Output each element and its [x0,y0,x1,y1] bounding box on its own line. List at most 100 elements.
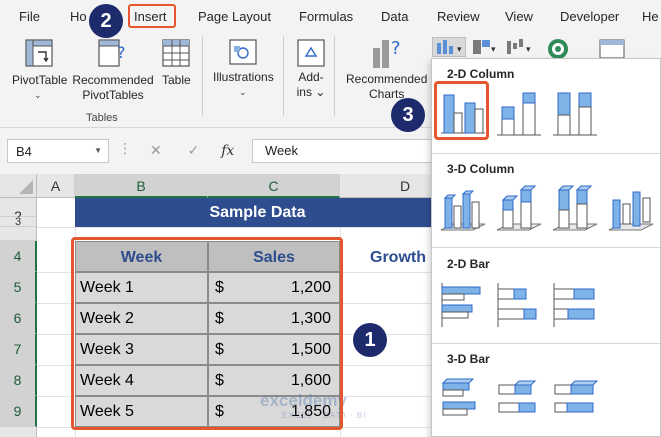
maps-globe-icon[interactable] [545,36,571,62]
select-all-corner[interactable] [0,174,37,198]
row-header-4[interactable]: 4 [0,241,37,272]
column-chart-dropdown-icon[interactable]: ▾ [432,37,466,57]
section-divider [432,247,660,248]
step-badge-1: 1 [353,323,387,357]
currency-symbol: $ [215,279,224,296]
section-3d-bar: 3-D Bar [447,352,490,366]
recommended-charts-label[interactable]: Recommended Charts [346,72,427,102]
3d-100-percent-stacked-bar-icon[interactable] [551,375,599,423]
3d-stacked-column-icon[interactable] [495,184,543,232]
chevron-down-icon[interactable]: ⌄ [239,87,247,97]
cancel-icon[interactable]: ✕ [150,142,162,158]
menu-formulas[interactable]: Formulas [299,9,354,24]
recommended-pivottables-icon[interactable]: ? [97,38,127,68]
drag-handle-icon[interactable]: ⋮ [118,140,132,156]
name-box-value: B4 [16,144,32,159]
table-label[interactable]: Table [162,73,191,87]
cell-sales[interactable]: $1,600 [208,365,340,396]
100-percent-stacked-column-icon[interactable] [551,89,599,137]
3d-clustered-bar-icon[interactable] [439,375,487,423]
sales-amount: 1,300 [290,310,331,327]
recommended-pivottables-label[interactable]: Recommended PivotTables [71,73,155,103]
pivottable-icon[interactable] [24,38,54,68]
currency-symbol: $ [215,341,224,358]
chevron-down-icon[interactable]: ⌄ [34,90,42,100]
name-box[interactable]: B4 ▼ [7,139,109,163]
ribbon-separator [334,36,335,116]
header-sales[interactable]: Sales [208,241,340,272]
cell-week[interactable]: Week 1 [75,272,208,303]
recommended-charts-line1: Recommended [346,72,428,86]
header-week[interactable]: Week [75,241,208,272]
column-header-b[interactable]: B [75,174,208,198]
clustered-bar-icon[interactable] [439,281,487,329]
cell-week[interactable]: Week 3 [75,334,208,365]
menu-file[interactable]: File [19,9,40,24]
chevron-down-icon[interactable]: ▼ [94,146,102,155]
illustrations-label[interactable]: Illustrations [213,70,274,84]
row-header-8[interactable]: 8 [0,365,37,396]
watermark-tagline: EXCEL · DATA · BI [282,411,367,420]
addins-icon[interactable] [296,38,326,68]
tables-group-label: Tables [86,112,118,124]
formula-input[interactable] [252,139,442,163]
menu-data[interactable]: Data [381,9,409,24]
menu-review[interactable]: Review [437,9,480,24]
cell-sales[interactable]: $1,850 [208,396,340,427]
addins-line2: ins ⌄ [296,85,326,99]
gridline [37,365,661,366]
sample-data-title[interactable]: Sample Data [75,198,440,227]
row-header-2[interactable]: 2 [0,198,37,224]
menu-home[interactable]: Ho [70,9,87,24]
insert-function-icon[interactable]: fx [221,143,235,159]
cell-sales[interactable]: $1,300 [208,303,340,334]
section-divider [432,153,660,154]
formula-content: Week [265,143,298,158]
100-percent-stacked-bar-icon[interactable] [551,281,599,329]
3d-100-percent-stacked-column-icon[interactable] [551,184,599,232]
ribbon-separator [202,36,203,116]
addins-line1: Add- [298,70,324,84]
insert-highlight [128,4,176,28]
row-header-5[interactable]: 5 [0,272,37,303]
pivotchart-icon[interactable] [598,38,626,60]
stacked-column-icon[interactable] [495,89,543,137]
table-icon[interactable] [161,38,191,68]
cell-sales[interactable]: $1,200 [208,272,340,303]
pivottable-label[interactable]: PivotTable [12,73,68,87]
3d-clustered-column-icon[interactable] [439,184,487,232]
svg-text:?: ? [391,38,401,59]
recommended-charts-icon[interactable]: ? [371,36,405,70]
hierarchy-chart-icon[interactable]: ▾ [470,37,498,57]
addins-label[interactable]: Add- ins ⌄ [296,70,326,100]
row-header-3[interactable]: 3 [0,217,37,228]
menu-view[interactable]: View [505,9,533,24]
menu-page-layout[interactable]: Page Layout [198,9,272,24]
enter-check-icon[interactable]: ✓ [187,142,200,158]
menu-insert[interactable]: Insert [134,9,167,24]
section-3d-column: 3-D Column [447,162,515,176]
cell-sales[interactable]: $1,500 [208,334,340,365]
recommended-pivottables-line2: PivotTables [82,88,144,102]
3d-stacked-bar-icon[interactable] [495,375,543,423]
illustrations-icon[interactable] [228,38,258,68]
waterfall-chart-icon[interactable]: ▾ [505,37,535,57]
stacked-bar-icon[interactable] [495,281,543,329]
menu-developer[interactable]: Developer [560,9,620,24]
gridline [37,396,661,397]
currency-symbol: $ [215,372,224,389]
row-header-spacer [0,227,37,241]
row-header-9[interactable]: 9 [0,396,37,427]
column-header-a[interactable]: A [37,174,75,198]
header-growth[interactable]: Growth [370,249,426,266]
cell-week[interactable]: Week 2 [75,303,208,334]
row-header-6[interactable]: 6 [0,303,37,334]
cell-week[interactable]: Week 5 [75,396,208,427]
row-header-7[interactable]: 7 [0,334,37,365]
clustered-column-icon[interactable] [439,87,487,135]
cell-week[interactable]: Week 4 [75,365,208,396]
column-header-c[interactable]: C [208,174,340,198]
gridline [37,427,661,428]
3d-column-icon[interactable] [607,184,655,232]
menu-help[interactable]: He [642,9,659,24]
